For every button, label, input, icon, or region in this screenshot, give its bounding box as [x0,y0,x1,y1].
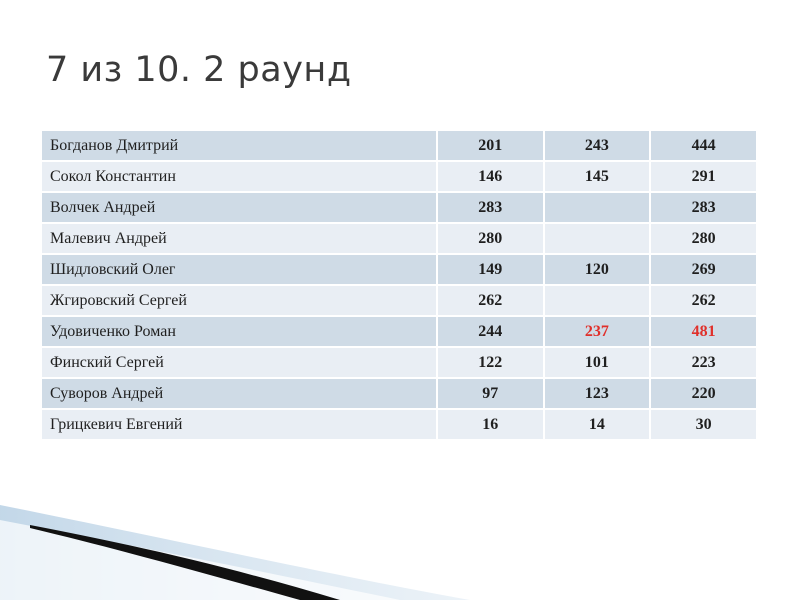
results-table-body: Богданов Дмитрий 201 243 444 Сокол Константи… [40,129,758,441]
total-score-cell: 291 [649,160,758,193]
player-name-cell: Волчек Андрей [40,191,438,224]
table-row: Сокол Константин 146 145 291 [40,160,758,193]
table-row: Удовиченко Роман 244 237 481 [40,315,758,348]
total-score-cell: 262 [649,284,758,317]
total-score-cell: 269 [649,253,758,286]
round2-score-cell: 243 [542,129,652,162]
round1-score-cell: 280 [435,222,545,255]
round2-score-cell [542,222,652,255]
round1-score-cell: 122 [435,346,545,379]
player-name-cell: Жгировский Сергей [40,284,438,317]
round2-score-cell: 101 [542,346,652,379]
player-name-cell: Сокол Константин [40,160,438,193]
round1-score-cell: 262 [435,284,545,317]
total-score-cell: 223 [649,346,758,379]
round2-score-cell [542,191,652,224]
round2-score-cell [542,284,652,317]
round2-score-cell: 145 [542,160,652,193]
table-row: Суворов Андрей 97 123 220 [40,377,758,410]
player-name-cell: Суворов Андрей [40,377,438,410]
round1-score-cell: 97 [435,377,545,410]
table-row: Жгировский Сергей 262 262 [40,284,758,317]
player-name-cell: Грицкевич Евгений [40,408,438,441]
results-table: Богданов Дмитрий 201 243 444 Сокол Константи… [40,129,758,441]
round2-score-cell: 237 [542,315,652,348]
table-row: Богданов Дмитрий 201 243 444 [40,129,758,162]
player-name-cell: Малевич Андрей [40,222,438,255]
player-name-cell: Шидловский Олег [40,253,438,286]
table-row: Грицкевич Евгений 16 14 30 [40,408,758,441]
total-score-cell: 280 [649,222,758,255]
round1-score-cell: 146 [435,160,545,193]
table-row: Малевич Андрей 280 280 [40,222,758,255]
player-name-cell: Удовиченко Роман [40,315,438,348]
table-row: Волчек Андрей 283 283 [40,191,758,224]
total-score-cell: 444 [649,129,758,162]
total-score-cell: 481 [649,315,758,348]
round2-score-cell: 120 [542,253,652,286]
round2-score-cell: 14 [542,408,652,441]
round1-score-cell: 16 [435,408,545,441]
round2-score-cell: 123 [542,377,652,410]
total-score-cell: 30 [649,408,758,441]
total-score-cell: 283 [649,191,758,224]
round1-score-cell: 201 [435,129,545,162]
slide-title: 7 из 10. 2 раунд [46,50,352,90]
player-name-cell: Финский Сергей [40,346,438,379]
round1-score-cell: 244 [435,315,545,348]
round1-score-cell: 283 [435,191,545,224]
round1-score-cell: 149 [435,253,545,286]
table-row: Финский Сергей 122 101 223 [40,346,758,379]
player-name-cell: Богданов Дмитрий [40,129,438,162]
total-score-cell: 220 [649,377,758,410]
table-row: Шидловский Олег 149 120 269 [40,253,758,286]
